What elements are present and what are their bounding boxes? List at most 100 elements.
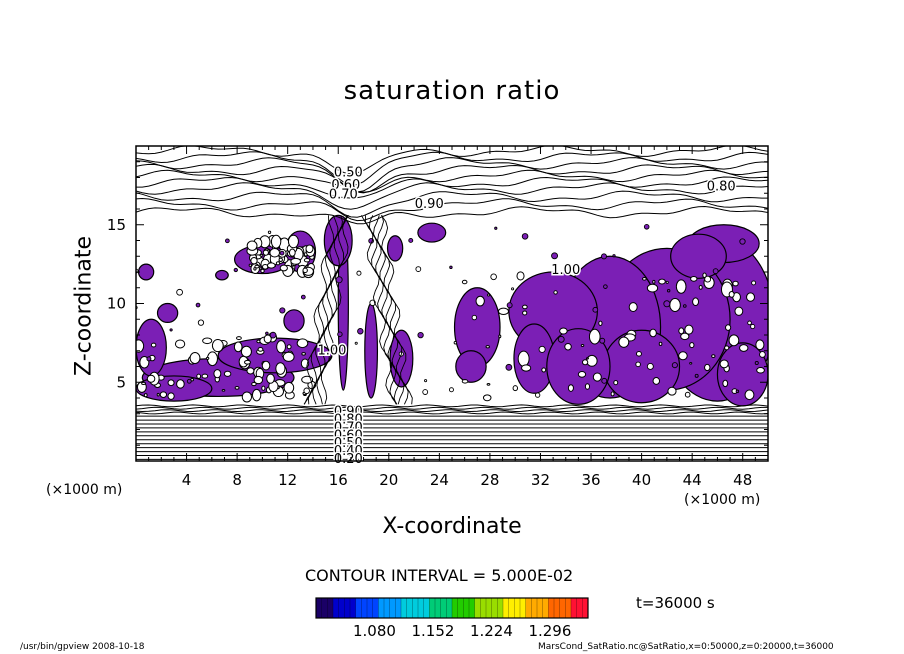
contour-label: 0.70: [334, 420, 363, 435]
colorbar-segment: [361, 598, 368, 618]
unsaturated-hole: [461, 379, 469, 384]
unsaturated-hole: [286, 344, 292, 350]
contour-island: [747, 320, 752, 326]
y-tick-label: 15: [107, 216, 126, 234]
unsaturated-hole: [728, 334, 740, 347]
shade-blob: [455, 350, 487, 383]
colorbar-segment: [554, 598, 561, 618]
unsaturated-hole: [728, 291, 735, 298]
contour-island: [146, 356, 152, 362]
unsaturated-hole: [522, 310, 528, 316]
contour-island: [739, 238, 746, 245]
unsaturated-hole: [282, 351, 295, 362]
colorbar-segment: [457, 598, 464, 618]
contour-island: [335, 276, 343, 284]
unsaturated-hole: [156, 392, 160, 397]
contour-line-upper: [136, 157, 768, 193]
contour-island: [635, 361, 641, 368]
contour-label: 0.50: [334, 436, 363, 451]
contour-island: [553, 290, 558, 295]
unsaturated-hole: [755, 339, 765, 351]
shade-blob: [364, 302, 379, 399]
unsaturated-hole: [266, 262, 276, 269]
unsaturated-hole: [482, 394, 492, 402]
contour-island: [534, 392, 541, 398]
unsaturated-hole: [244, 359, 251, 365]
unsaturated-hole: [266, 373, 275, 384]
contour-label: 0.90: [415, 197, 444, 212]
contour-island: [683, 304, 687, 308]
unsaturated-hole: [278, 257, 283, 263]
colorbar-segment: [514, 598, 521, 618]
contour-island: [337, 331, 343, 337]
unsaturated-hole: [652, 377, 661, 385]
contour-label: 1.00: [317, 343, 346, 358]
unsaturated-hole: [744, 389, 755, 401]
unsaturated-hole: [711, 354, 716, 359]
unsaturated-hole: [150, 342, 157, 348]
contour-island: [704, 275, 712, 283]
x-tick-label: 4: [182, 471, 192, 489]
colorbar-segment: [423, 598, 430, 618]
unsaturated-hole: [684, 391, 691, 398]
contour-island: [354, 341, 358, 345]
unsaturated-hole: [725, 324, 732, 331]
contour-island: [511, 287, 515, 291]
contour-island: [422, 389, 429, 395]
unsaturated-hole: [233, 341, 243, 353]
unsaturated-hole: [205, 356, 210, 360]
colorbar-segment: [486, 598, 493, 618]
colorbar: 1.080 1.152 1.224 1.296: [315, 597, 589, 640]
unsaturated-hole: [260, 268, 265, 274]
colorbar-segment: [565, 598, 572, 618]
colorbar-segment: [412, 598, 419, 618]
unsaturated-hole: [746, 292, 756, 302]
colorbar-segment: [321, 598, 328, 618]
contour-island: [269, 331, 277, 339]
contour-island: [186, 378, 192, 384]
colorbar-segment: [338, 598, 345, 618]
unsaturated-hole: [202, 337, 213, 345]
contour-island: [712, 268, 719, 275]
contour-line-upper: [136, 146, 768, 175]
y-tick-label: 5: [116, 373, 126, 391]
unsaturated-hole: [261, 360, 271, 371]
unsaturated-hole: [689, 342, 695, 349]
unsaturated-hole: [475, 295, 485, 307]
shade-blob: [137, 263, 155, 281]
unsaturated-hole: [667, 386, 677, 396]
plume-contour-right: [377, 215, 409, 405]
contour-island: [646, 363, 654, 370]
colorbar-tick-label: 1.224: [470, 622, 513, 640]
unsaturated-hole: [704, 363, 711, 372]
colorbar-segment: [401, 598, 408, 618]
colorbar-segment: [469, 598, 476, 618]
shade-blob: [670, 233, 727, 279]
unsaturated-hole: [564, 342, 572, 351]
x-tick-label: 32: [531, 471, 550, 489]
colorbar-segment: [542, 598, 549, 618]
colorbar-segment: [372, 598, 379, 618]
unsaturated-hole: [658, 278, 666, 285]
contour-island: [197, 319, 205, 326]
contour-island: [521, 233, 529, 240]
contour-line-lower: [136, 411, 768, 415]
contour-island: [356, 270, 362, 276]
unsaturated-hole: [559, 327, 568, 335]
contour-island: [759, 351, 766, 358]
unsaturated-hole: [658, 341, 663, 347]
unsaturated-hole: [159, 391, 168, 398]
x-tick-label: 36: [581, 471, 600, 489]
footer-dataset: MarsCond_SatRatio.nc@SatRatio,x=0:50000,…: [538, 642, 834, 652]
contour-island: [643, 223, 650, 230]
unsaturated-hole: [290, 257, 302, 265]
unsaturated-hole: [690, 275, 698, 282]
colorbar-segment: [582, 598, 589, 618]
unsaturated-hole: [584, 383, 591, 390]
colorbar-segment: [548, 598, 555, 618]
colorbar-tick-label: 1.296: [528, 622, 571, 640]
contour-island: [169, 328, 173, 332]
unsaturated-hole: [610, 391, 615, 397]
colorbar-segment: [503, 598, 510, 618]
